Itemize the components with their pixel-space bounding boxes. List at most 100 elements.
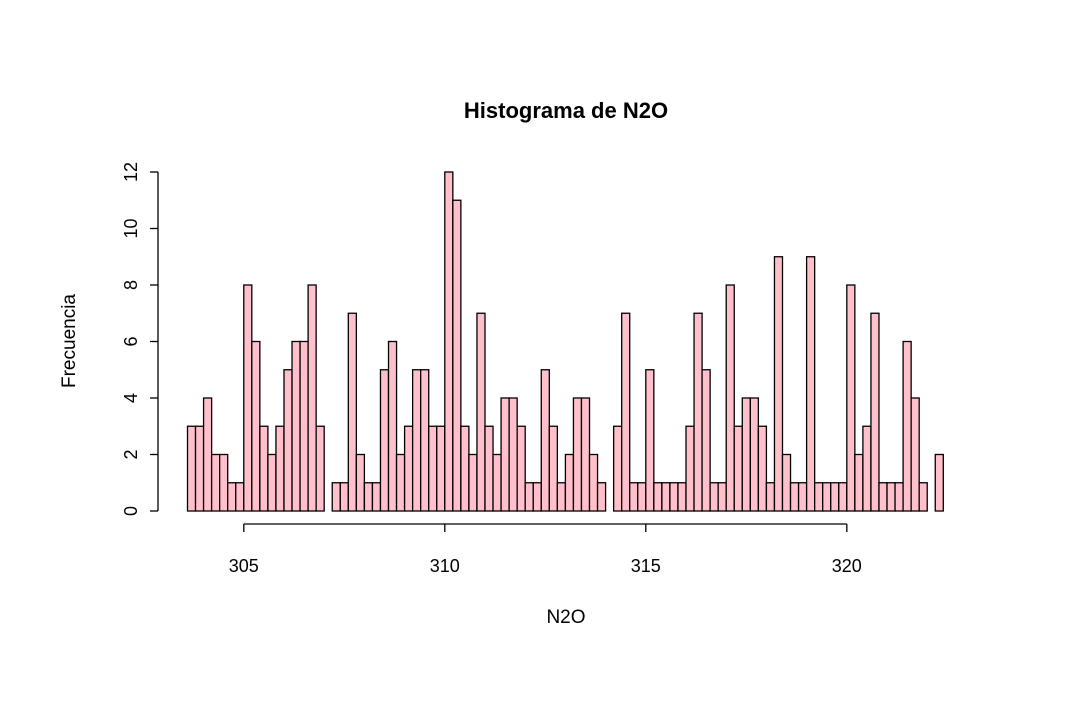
histogram-bar [653,482,663,512]
histogram-bar [420,369,430,512]
x-axis-label: N2O [546,607,585,628]
histogram-bar [355,453,366,512]
histogram-bar [428,425,438,512]
histogram-bar [621,312,631,512]
histogram-bar [572,397,583,512]
histogram-bar [693,312,703,512]
histogram-bar [838,482,848,512]
histogram-bar [363,482,374,512]
histogram-bar [484,425,494,512]
histogram-bar [411,369,422,512]
histogram-bar [387,340,398,512]
histogram-bar [701,369,711,512]
histogram-bar [661,482,671,512]
histogram-bar [275,425,285,512]
histogram-bar [227,482,237,512]
histogram-bar [235,482,245,512]
histogram-bar [436,425,446,512]
histogram-bar [629,482,639,512]
histogram-bar [548,425,559,512]
histogram-bar [524,482,534,512]
histogram-bar [243,284,253,512]
histogram-bar [814,482,824,512]
histogram-bar [371,482,382,512]
histogram-bar [789,482,800,512]
histogram-bar [492,453,502,512]
chart-title: Histograma de N2O [464,98,668,123]
histogram-bar [910,397,920,512]
histogram-bar [564,453,575,512]
histogram-bar [894,482,904,512]
histogram-bar [403,425,414,512]
histogram-bar [749,397,760,512]
histogram-bar [669,482,679,512]
histogram-bar [283,369,293,512]
histogram-bar [210,453,221,512]
y-tick-label: 6 [121,336,141,346]
histogram-bar [797,482,808,512]
histogram-bar [580,397,591,512]
histogram-bar [460,425,470,512]
histogram-bar [259,425,269,512]
histogram-bar [452,199,462,512]
histogram-bar [677,482,687,512]
histogram-bar [822,482,832,512]
histogram-bar [299,340,309,512]
histogram-bar [757,425,768,512]
histogram-bar [805,256,816,512]
histogram-bar [709,482,719,512]
histogram-bar [508,397,518,512]
y-axis-label: Frecuencia [59,294,80,388]
histogram-bar [596,482,607,512]
histogram-bar [862,425,872,512]
histogram-bar [781,453,792,512]
histogram-bar [637,482,647,512]
histogram-bar [645,369,655,512]
x-tick-label: 305 [229,556,259,576]
histogram-bar [717,482,727,512]
x-tick-label: 320 [832,556,862,576]
histogram-bar [870,312,880,512]
histogram-bar [500,397,510,512]
histogram-bar [846,284,856,512]
histogram-bar [685,425,695,512]
x-axis: 305 310 315 320 [229,523,862,576]
histogram-bar [331,482,341,512]
histogram-bar [725,284,735,512]
histogram-bar [733,425,743,512]
histogram-bar [347,312,357,512]
y-tick-label: 2 [121,449,141,459]
histogram-bar [291,340,301,512]
histogram-bar [540,369,550,512]
histogram-bar [765,482,776,512]
histogram-bar [878,482,888,512]
y-tick-label: 4 [121,393,141,403]
y-axis: 0 2 4 6 8 10 12 [121,162,159,516]
histogram-bar [379,369,390,512]
histogram-bar [902,340,912,512]
histogram-bar [468,453,478,512]
bars-group [186,171,944,512]
histogram-bar [918,482,928,512]
histogram-bar [315,425,325,512]
histogram-bar [588,453,599,512]
histogram-bar [307,284,317,512]
histogram-bar [186,425,197,512]
histogram-bar [773,256,784,512]
histogram-bar [556,482,567,512]
histogram-bar [476,312,486,512]
y-tick-label: 8 [121,280,141,290]
y-tick-label: 10 [121,218,141,238]
histogram-bar [339,482,349,512]
histogram-bar [886,482,896,512]
histogram-bar [219,453,229,512]
histogram-bar [741,397,751,512]
histogram-bar [830,482,840,512]
histogram-bar [612,425,623,512]
y-tick-label: 0 [121,506,141,516]
histogram-bar [267,453,277,512]
histogram-bar [934,453,944,512]
histogram-bar [516,425,526,512]
histogram-bar [854,453,864,512]
